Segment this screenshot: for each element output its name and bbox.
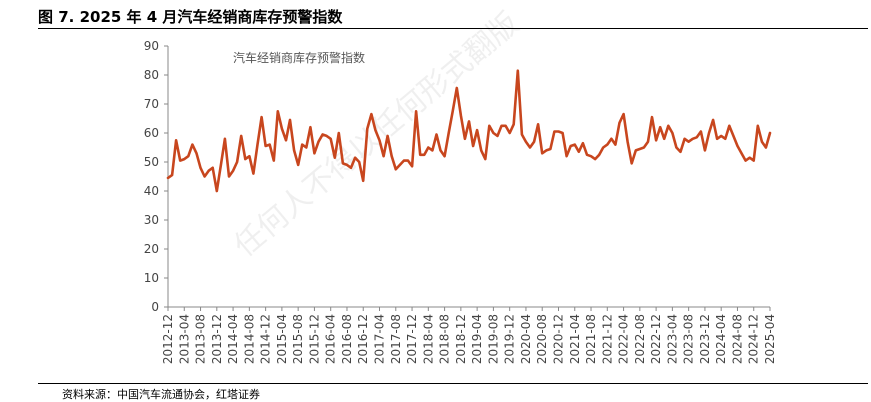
x-tick-label: 2015-12 [307,314,321,364]
x-tick-label: 2013-08 [194,314,208,364]
x-tick-label: 2022-08 [633,314,647,364]
x-tick-label: 2023-04 [665,314,679,364]
y-tick-label: 30 [144,213,159,227]
x-tick-label: 2024-12 [747,314,761,364]
x-tick-label: 2019-12 [503,314,517,364]
x-tick-label: 2017-04 [373,314,387,364]
y-tick-label: 0 [151,300,159,314]
title-rule [38,28,868,29]
x-tick-label: 2016-08 [340,314,354,364]
x-axis-ticks: 2012-12 2013-04 2013-08 2013-12 2014-04 2014-… [161,307,777,364]
x-tick-label: 2023-12 [698,314,712,364]
legend-label: 汽车经销商库存预警指数 [233,50,365,65]
x-tick-label: 2018-08 [438,314,452,364]
x-tick-label: 2016-04 [324,314,338,364]
x-tick-label: 2019-04 [470,314,484,364]
x-tick-label: 2016-12 [356,314,370,364]
series-line-inventory-index [166,69,772,193]
x-tick-label: 2021-08 [584,314,598,364]
x-tick-label: 2017-12 [405,314,419,364]
source-rule [38,383,868,384]
x-tick-label: 2025-04 [763,314,777,364]
y-tick-label: 70 [144,97,159,111]
x-tick-label: 2015-08 [291,314,305,364]
x-tick-label: 2023-08 [682,314,696,364]
figure-title: 图 7. 2025 年 4 月汽车经销商库存预警指数 [38,8,343,26]
x-tick-label: 2012-12 [161,314,175,364]
x-tick-label: 2015-04 [275,314,289,364]
y-tick-label: 90 [144,39,159,53]
x-tick-label: 2019-08 [486,314,500,364]
x-tick-label: 2020-12 [551,314,565,364]
x-tick-label: 2014-08 [242,314,256,364]
source-note: 资料来源：中国汽车流通协会，红塔证券 [62,388,260,401]
x-tick-label: 2018-04 [421,314,435,364]
y-tick-label: 40 [144,184,159,198]
x-tick-label: 2013-12 [210,314,224,364]
y-tick-label: 80 [144,68,159,82]
y-tick-label: 20 [144,242,159,256]
x-tick-label: 2022-04 [617,314,631,364]
x-tick-label: 2021-12 [600,314,614,364]
y-tick-label: 10 [144,271,159,285]
x-tick-label: 2024-08 [730,314,744,364]
x-tick-label: 2014-04 [226,314,240,364]
x-tick-label: 2017-08 [389,314,403,364]
x-tick-label: 2022-12 [649,314,663,364]
x-tick-label: 2014-12 [259,314,273,364]
y-tick-label: 50 [144,155,159,169]
x-tick-label: 2020-04 [519,314,533,364]
y-axis-ticks: 0 10 20 30 40 50 60 70 80 90 [144,39,168,314]
x-tick-label: 2024-04 [714,314,728,364]
x-tick-label: 2018-12 [454,314,468,364]
y-tick-label: 60 [144,126,159,140]
x-tick-label: 2021-04 [568,314,582,364]
x-tick-label: 2013-04 [177,314,191,364]
x-tick-label: 2020-08 [535,314,549,364]
